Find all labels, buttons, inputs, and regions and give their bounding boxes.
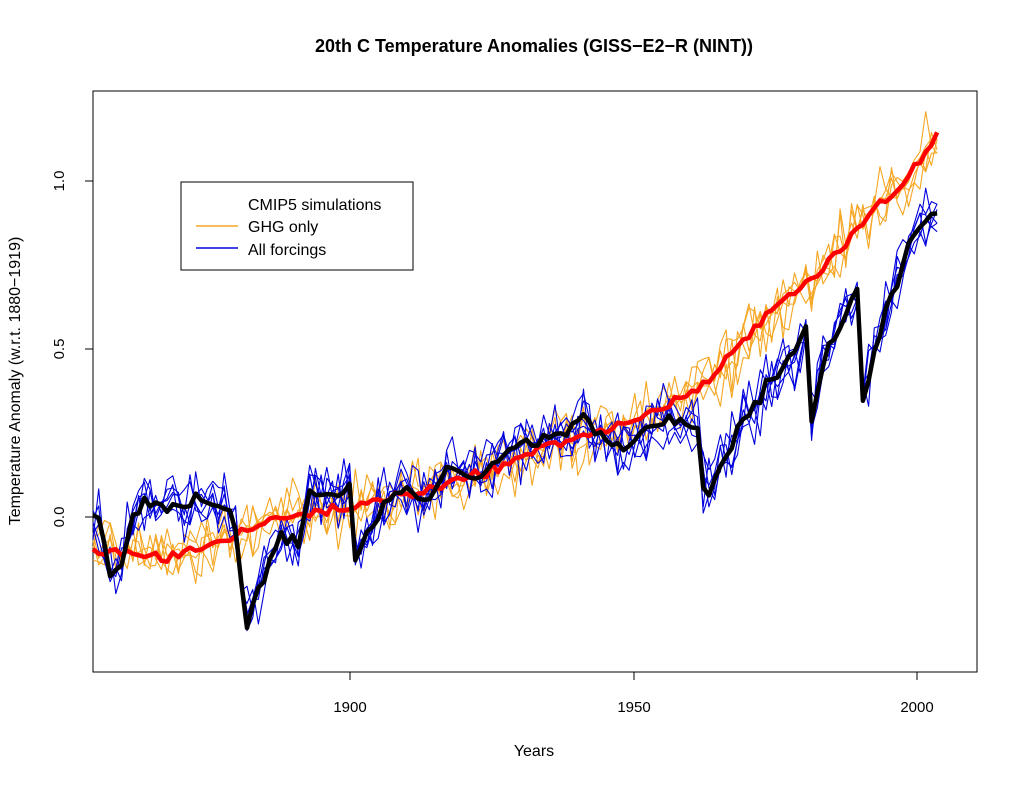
y-axis-label: Temperature Anomaly (w.r.t. 1880−1919) bbox=[7, 237, 24, 526]
y-tick-label-0: 0.0 bbox=[51, 507, 68, 528]
plot-frame bbox=[92, 90, 978, 673]
chart-title: 20th C Temperature Anomalies (GISS−E2−R … bbox=[315, 36, 753, 56]
y-axis: 0.0 0.5 1.0 Temperature Anomaly (w.r.t. … bbox=[7, 171, 93, 528]
x-tick-label-1900: 1900 bbox=[333, 699, 366, 716]
legend: CMIP5 simulations GHG only All forcings bbox=[180, 181, 414, 271]
all-forcings-mean-line bbox=[91, 211, 938, 631]
legend-label-ghg: GHG only bbox=[248, 219, 318, 236]
ghg-mean-line bbox=[91, 131, 940, 564]
y-tick-label-0-5: 0.5 bbox=[51, 339, 68, 360]
x-axis: 1900 1950 2000 Years bbox=[333, 672, 934, 760]
ghg-ensemble-line-3 bbox=[92, 131, 938, 585]
x-axis-label: Years bbox=[514, 743, 554, 760]
all-forcings-ensemble-line-4 bbox=[92, 203, 938, 612]
x-tick-label-1950: 1950 bbox=[617, 699, 650, 716]
legend-label-all: All forcings bbox=[248, 242, 326, 259]
legend-header: CMIP5 simulations bbox=[248, 197, 381, 214]
mean-layer bbox=[91, 131, 940, 631]
x-tick-label-2000: 2000 bbox=[900, 699, 933, 716]
y-tick-label-1-0: 1.0 bbox=[51, 171, 68, 192]
